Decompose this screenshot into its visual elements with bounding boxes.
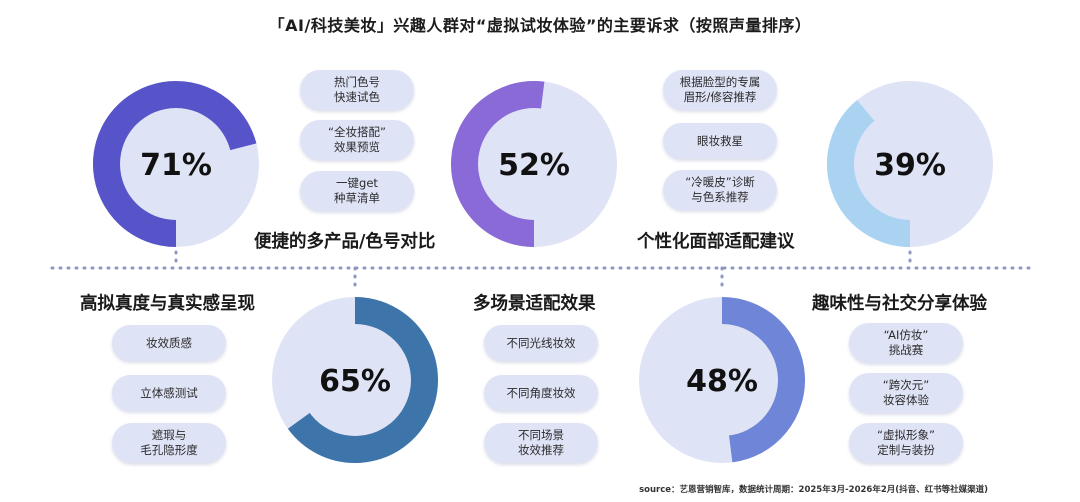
donut-value-label: 71% [140, 148, 212, 183]
tag-pill: 遮瑕与 毛孔隐形度 [112, 423, 226, 463]
category-label-convenient-comparison: 便捷的多产品/色号对比 [254, 232, 436, 252]
donut-center [120, 108, 232, 220]
tag-pill: “跨次元” 妆容体验 [849, 373, 963, 413]
donut-arc [287, 297, 438, 463]
tag-pill: “冷暖皮”诊断 与色系推荐 [663, 170, 777, 210]
category-label-personalized-advice: 个性化面部适配建议 [637, 232, 795, 252]
tag-pill: 根据脸型的专属 眉形/修容推荐 [663, 70, 777, 110]
donut-center [666, 324, 778, 436]
donut-center [478, 108, 590, 220]
donut-value-label: 39% [874, 148, 946, 183]
donut-arc [721, 297, 805, 463]
tag-pill: “全妆搭配” 效果预览 [300, 120, 414, 160]
category-label-multi-scene: 多场景适配效果 [473, 294, 596, 314]
tag-pill: 不同角度妆效 [484, 375, 598, 411]
donut-value-label: 65% [319, 364, 391, 399]
donut-arc [451, 81, 545, 247]
tag-pill: 一键get 种草清单 [300, 171, 414, 211]
page-title: 「AI/科技美妆」兴趣人群对“虚拟试妆体验”的主要诉求（按照声量排序） [268, 16, 812, 35]
source-note: source：艺恩营销智库，数据统计周期：2025年3月-2026年2月(抖音、… [639, 485, 988, 495]
tag-pill: 眼妆救星 [663, 123, 777, 159]
donut-value-label: 48% [686, 364, 758, 399]
donut-center [854, 108, 966, 220]
donut-arc [827, 100, 911, 247]
tag-pill: 不同场景 妆效推荐 [484, 423, 598, 463]
category-label-high-fidelity: 高拟真度与真实感呈现 [80, 294, 255, 314]
tag-pill: “AI仿妆” 挑战赛 [849, 323, 963, 363]
category-label-fun-social: 趣味性与社交分享体验 [812, 294, 987, 314]
donut-value-label: 52% [498, 148, 570, 183]
tag-pill: 热门色号 快速试色 [300, 70, 414, 110]
tag-pill: “虚拟形象” 定制与装扮 [849, 423, 963, 463]
tag-pill: 妆效质感 [112, 325, 226, 361]
tag-pill: 不同光线妆效 [484, 325, 598, 361]
donut-center [299, 324, 411, 436]
donut-arc [93, 81, 257, 247]
tag-pill: 立体感测试 [112, 375, 226, 411]
